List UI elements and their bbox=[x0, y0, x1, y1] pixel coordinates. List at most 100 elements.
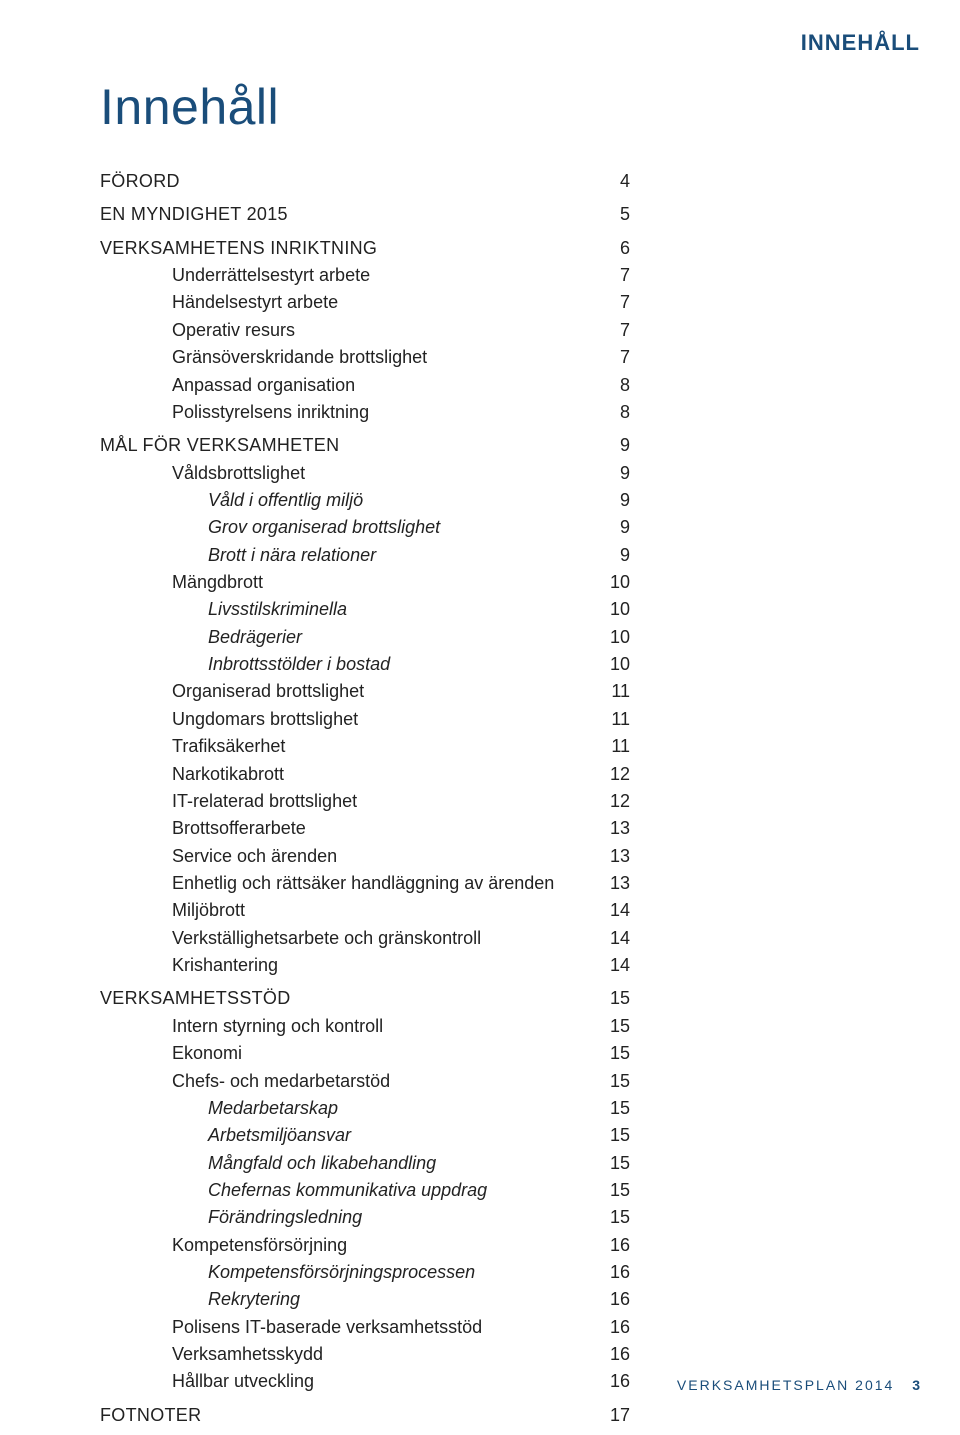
toc-entry-page: 7 bbox=[590, 344, 630, 371]
toc-entry-page: 15 bbox=[590, 1204, 630, 1231]
toc-row[interactable]: Mål för verksamheten9 bbox=[100, 432, 630, 459]
toc-row[interactable]: Verksamhetsskydd16 bbox=[100, 1341, 630, 1368]
toc-row[interactable]: Verksamhetens inriktning6 bbox=[100, 235, 630, 262]
toc-entry-page: 8 bbox=[590, 399, 630, 426]
toc-entry-page: 12 bbox=[590, 788, 630, 815]
toc-row[interactable]: Inbrottsstölder i bostad10 bbox=[100, 651, 630, 678]
toc-entry-label: Operativ resurs bbox=[172, 317, 590, 344]
footer-text: VERKSAMHETSPLAN 2014 bbox=[677, 1377, 894, 1393]
toc-entry-page: 9 bbox=[590, 542, 630, 569]
toc-entry-page: 15 bbox=[590, 1013, 630, 1040]
toc-container: Innehåll Förord4En myndighet 20155Verksa… bbox=[100, 78, 630, 1429]
toc-entry-page: 13 bbox=[590, 843, 630, 870]
toc-entry-page: 4 bbox=[590, 168, 630, 195]
toc-entry-page: 9 bbox=[590, 514, 630, 541]
toc-row[interactable]: Bedrägerier10 bbox=[100, 624, 630, 651]
toc-entry-label: Miljöbrott bbox=[172, 897, 590, 924]
toc-row[interactable]: Hållbar utveckling16 bbox=[100, 1368, 630, 1395]
toc-row[interactable]: Anpassad organisation8 bbox=[100, 372, 630, 399]
toc-list: Förord4En myndighet 20155Verksamhetens i… bbox=[100, 168, 630, 1429]
toc-entry-page: 15 bbox=[590, 1177, 630, 1204]
toc-entry-label: Bedrägerier bbox=[208, 624, 590, 651]
toc-entry-label: Medarbetarskap bbox=[208, 1095, 590, 1122]
toc-row[interactable]: Narkotikabrott12 bbox=[100, 761, 630, 788]
toc-entry-label: Händelsestyrt arbete bbox=[172, 289, 590, 316]
toc-row[interactable]: Chefernas kommunikativa uppdrag15 bbox=[100, 1177, 630, 1204]
toc-row[interactable]: Förord4 bbox=[100, 168, 630, 195]
toc-row[interactable]: Förändringsledning15 bbox=[100, 1204, 630, 1231]
toc-entry-page: 15 bbox=[590, 1095, 630, 1122]
toc-entry-page: 5 bbox=[590, 201, 630, 228]
toc-row[interactable]: Våldsbrottslighet9 bbox=[100, 460, 630, 487]
toc-row[interactable]: Intern styrning och kontroll15 bbox=[100, 1013, 630, 1040]
toc-entry-page: 16 bbox=[590, 1259, 630, 1286]
toc-entry-page: 10 bbox=[590, 651, 630, 678]
toc-row[interactable]: Miljöbrott14 bbox=[100, 897, 630, 924]
toc-entry-page: 7 bbox=[590, 289, 630, 316]
footer-page-number: 3 bbox=[912, 1377, 920, 1393]
toc-entry-label: Våld i offentlig miljö bbox=[208, 487, 590, 514]
toc-entry-label: Brottsofferarbete bbox=[172, 815, 590, 842]
toc-entry-label: Intern styrning och kontroll bbox=[172, 1013, 590, 1040]
toc-entry-page: 16 bbox=[590, 1232, 630, 1259]
toc-row[interactable]: Ungdomars brottslighet11 bbox=[100, 706, 630, 733]
toc-row[interactable]: Chefs- och medarbetarstöd15 bbox=[100, 1068, 630, 1095]
toc-entry-label: Polisens IT-baserade verksamhetsstöd bbox=[172, 1314, 590, 1341]
toc-row[interactable]: Krishantering14 bbox=[100, 952, 630, 979]
toc-row[interactable]: Ekonomi15 bbox=[100, 1040, 630, 1067]
toc-row[interactable]: Gränsöverskridande brottslighet7 bbox=[100, 344, 630, 371]
toc-entry-label: Verksamhetsskydd bbox=[172, 1341, 590, 1368]
toc-row[interactable]: Underrättelsestyrt arbete7 bbox=[100, 262, 630, 289]
toc-row[interactable]: Trafiksäkerhet11 bbox=[100, 733, 630, 760]
toc-row[interactable]: Våld i offentlig miljö9 bbox=[100, 487, 630, 514]
toc-entry-label: Inbrottsstölder i bostad bbox=[208, 651, 590, 678]
toc-entry-label: Våldsbrottslighet bbox=[172, 460, 590, 487]
toc-row[interactable]: Livsstilskriminella10 bbox=[100, 596, 630, 623]
footer: VERKSAMHETSPLAN 2014 3 bbox=[677, 1377, 920, 1393]
toc-row[interactable]: Arbetsmiljöansvar15 bbox=[100, 1122, 630, 1149]
toc-row[interactable]: Verksamhetsstöd15 bbox=[100, 985, 630, 1012]
toc-entry-page: 9 bbox=[590, 487, 630, 514]
toc-row[interactable]: Händelsestyrt arbete7 bbox=[100, 289, 630, 316]
toc-entry-label: En myndighet 2015 bbox=[100, 201, 590, 228]
toc-entry-label: Förord bbox=[100, 168, 590, 195]
toc-entry-label: Arbetsmiljöansvar bbox=[208, 1122, 590, 1149]
toc-entry-label: Grov organiserad brottslighet bbox=[208, 514, 590, 541]
toc-entry-label: Underrättelsestyrt arbete bbox=[172, 262, 590, 289]
toc-entry-label: Rekrytering bbox=[208, 1286, 590, 1313]
toc-row[interactable]: En myndighet 20155 bbox=[100, 201, 630, 228]
toc-entry-page: 15 bbox=[590, 985, 630, 1012]
toc-row[interactable]: Rekrytering16 bbox=[100, 1286, 630, 1313]
toc-entry-label: Service och ärenden bbox=[172, 843, 590, 870]
toc-row[interactable]: Organiserad brottslighet11 bbox=[100, 678, 630, 705]
toc-row[interactable]: Polisstyrelsens inriktning8 bbox=[100, 399, 630, 426]
toc-entry-page: 10 bbox=[590, 624, 630, 651]
toc-entry-page: 7 bbox=[590, 262, 630, 289]
toc-row[interactable]: Brottsofferarbete13 bbox=[100, 815, 630, 842]
toc-row[interactable]: Operativ resurs7 bbox=[100, 317, 630, 344]
toc-row[interactable]: Medarbetarskap15 bbox=[100, 1095, 630, 1122]
toc-row[interactable]: Grov organiserad brottslighet9 bbox=[100, 514, 630, 541]
toc-entry-page: 15 bbox=[590, 1122, 630, 1149]
toc-row[interactable]: Polisens IT-baserade verksamhetsstöd16 bbox=[100, 1314, 630, 1341]
toc-row[interactable]: Fotnoter17 bbox=[100, 1402, 630, 1429]
toc-row[interactable]: Service och ärenden13 bbox=[100, 843, 630, 870]
toc-entry-page: 6 bbox=[590, 235, 630, 262]
header-section-label: INNEHÅLL bbox=[801, 30, 920, 56]
toc-row[interactable]: Mängdbrott10 bbox=[100, 569, 630, 596]
toc-entry-page: 14 bbox=[590, 925, 630, 952]
toc-row[interactable]: Kompetensförsörjning16 bbox=[100, 1232, 630, 1259]
toc-entry-label: Livsstilskriminella bbox=[208, 596, 590, 623]
toc-row[interactable]: Brott i nära relationer9 bbox=[100, 542, 630, 569]
toc-entry-label: Brott i nära relationer bbox=[208, 542, 590, 569]
toc-row[interactable]: Enhetlig och rättsäker handläggning av ä… bbox=[100, 870, 630, 897]
toc-row[interactable]: Verkställighetsarbete och gränskontroll1… bbox=[100, 925, 630, 952]
toc-row[interactable]: IT-relaterad brottslighet12 bbox=[100, 788, 630, 815]
toc-entry-page: 12 bbox=[590, 761, 630, 788]
toc-entry-label: IT-relaterad brottslighet bbox=[172, 788, 590, 815]
toc-entry-label: Enhetlig och rättsäker handläggning av ä… bbox=[172, 870, 590, 897]
toc-row[interactable]: Mångfald och likabehandling15 bbox=[100, 1150, 630, 1177]
toc-row[interactable]: Kompetensförsörjningsprocessen16 bbox=[100, 1259, 630, 1286]
toc-entry-page: 11 bbox=[590, 678, 630, 705]
toc-entry-label: Kompetensförsörjningsprocessen bbox=[208, 1259, 590, 1286]
